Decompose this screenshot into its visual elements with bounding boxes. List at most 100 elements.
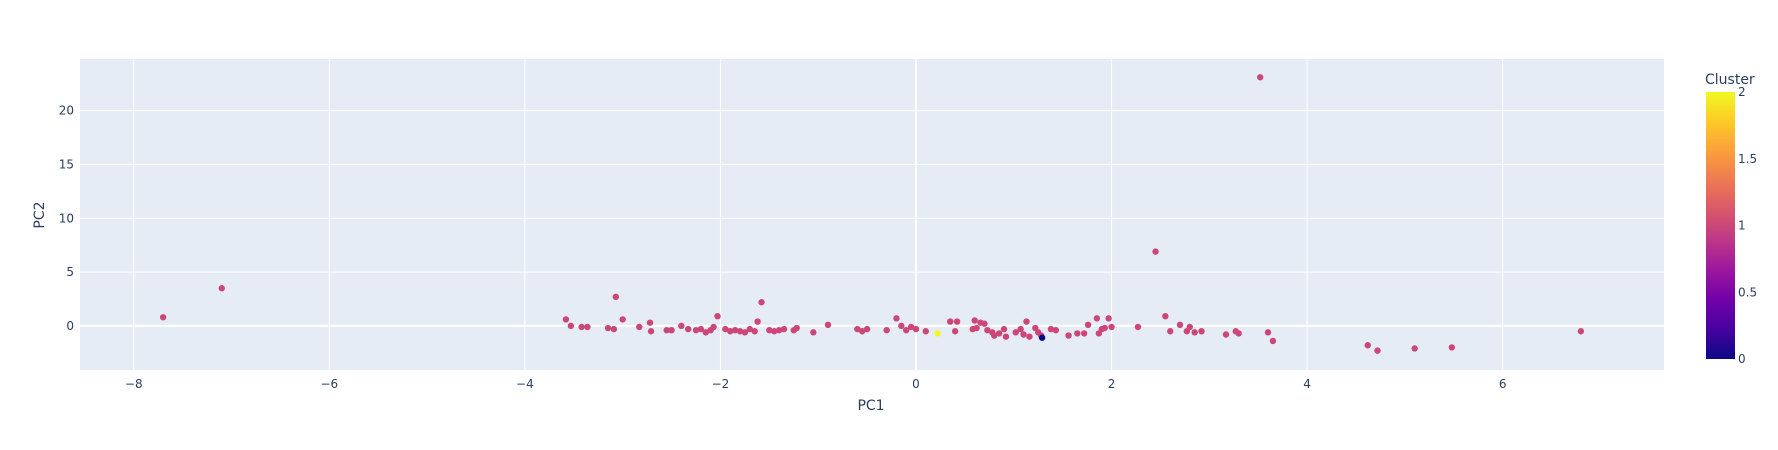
scatter-point <box>710 323 717 331</box>
x-tick-label: 4 <box>1303 377 1311 391</box>
scatter-point <box>947 318 954 325</box>
colorbar-tick-labels: 0 0.5 1 1.5 2 <box>1738 85 1757 366</box>
scatter-point <box>984 326 991 334</box>
scatter-point <box>1023 318 1030 325</box>
scatter-point <box>668 326 675 334</box>
scatter-point <box>1374 347 1381 354</box>
scatter-points <box>159 74 1585 354</box>
scatter-point <box>1017 325 1024 333</box>
scatter-point <box>754 318 761 325</box>
x-axis-title: PC1 <box>857 398 884 414</box>
scatter-point <box>859 328 866 335</box>
scatter-point <box>793 324 800 332</box>
scatter-point <box>1167 328 1174 335</box>
scatter-point <box>1000 325 1008 333</box>
y-tick-label: 15 <box>59 157 74 171</box>
scatter-point <box>736 328 744 335</box>
scatter-point <box>1176 321 1184 329</box>
scatter-point <box>971 317 978 324</box>
scatter-point <box>1038 334 1046 341</box>
scatter-point <box>1162 312 1169 320</box>
colorbar-tick-label: 2 <box>1738 85 1746 99</box>
scatter-point <box>973 324 980 332</box>
scatter-point <box>883 326 890 334</box>
colorbar-tick-label: 1 <box>1738 219 1746 233</box>
x-tick-label: −8 <box>125 377 143 391</box>
scatter-point <box>567 322 575 330</box>
scatter-point <box>758 299 765 306</box>
scatter-point <box>746 325 753 333</box>
scatter-point <box>1152 248 1159 255</box>
scatter-point <box>907 323 915 331</box>
y-tick-label: 10 <box>59 211 74 225</box>
scatter-point <box>647 328 655 335</box>
scatter-point <box>1186 323 1193 331</box>
scatter-point <box>991 332 998 339</box>
scatter-point <box>912 325 920 333</box>
y-tick-label: 5 <box>66 265 74 279</box>
scatter-point <box>810 329 817 336</box>
colorbar-tick-label: 1.5 <box>1738 152 1757 166</box>
scatter-point <box>1235 330 1242 337</box>
scatter-point <box>1191 329 1198 336</box>
grid-lines <box>80 59 1664 370</box>
scatter-point <box>1108 323 1115 331</box>
scatter-point <box>610 325 618 333</box>
scatter-point <box>951 328 959 335</box>
scatter-point <box>692 326 700 334</box>
scatter-point <box>1256 74 1264 81</box>
y-tick-label: 20 <box>59 104 74 118</box>
scatter-point <box>934 330 941 337</box>
scatter-point <box>903 326 910 334</box>
scatter-point <box>1411 345 1418 352</box>
scatter-point <box>1052 326 1060 334</box>
colorbar-title: Cluster <box>1705 72 1755 88</box>
scatter-point <box>636 323 643 331</box>
scatter-point <box>1105 315 1112 322</box>
colorbar <box>1706 92 1735 359</box>
scatter-point <box>722 325 729 333</box>
scatter-point <box>741 329 749 336</box>
x-tick-labels: −8 −6 −4 −2 0 2 4 6 <box>125 377 1507 391</box>
scatter-point <box>1026 333 1033 340</box>
y-tick-label: 0 <box>66 319 74 333</box>
x-tick-label: 6 <box>1499 377 1507 391</box>
scatter-point <box>771 328 778 335</box>
colorbar-tick-label: 0.5 <box>1738 285 1757 299</box>
x-tick-label: 0 <box>912 377 920 391</box>
scatter-point <box>562 316 570 323</box>
scatter-point <box>584 323 591 331</box>
x-tick-label: −2 <box>712 377 730 391</box>
scatter-point <box>612 293 620 301</box>
scatter-point <box>1047 325 1055 333</box>
scatter-point <box>1198 328 1205 335</box>
scatter-point <box>697 325 705 333</box>
x-tick-label: 2 <box>1108 377 1116 391</box>
y-axis-title: PC2 <box>32 201 48 228</box>
scatter-point <box>1577 328 1585 335</box>
scatter-point <box>1222 331 1230 338</box>
scatter-point <box>1093 315 1101 322</box>
scatter-point <box>854 325 861 333</box>
plot-background <box>80 59 1664 370</box>
scatter-point <box>684 325 692 333</box>
x-tick-label: −6 <box>320 377 338 391</box>
scatter-point <box>824 321 832 329</box>
scatter-point <box>663 326 670 334</box>
scatter-point <box>604 324 612 332</box>
scatter-point <box>953 318 961 325</box>
scatter-point <box>619 316 626 323</box>
scatter-point <box>1080 330 1088 337</box>
scatter-point <box>1448 344 1456 351</box>
scatter-point <box>727 328 734 335</box>
scatter-point <box>678 322 685 330</box>
scatter-point <box>863 325 871 333</box>
scatter-point <box>646 319 654 326</box>
scatter-point <box>922 328 929 335</box>
scatter-point <box>1101 324 1108 332</box>
scatter-point <box>1264 329 1272 336</box>
scatter-point <box>731 326 739 334</box>
scatter-point <box>1134 323 1142 331</box>
scatter-point <box>1269 337 1277 345</box>
